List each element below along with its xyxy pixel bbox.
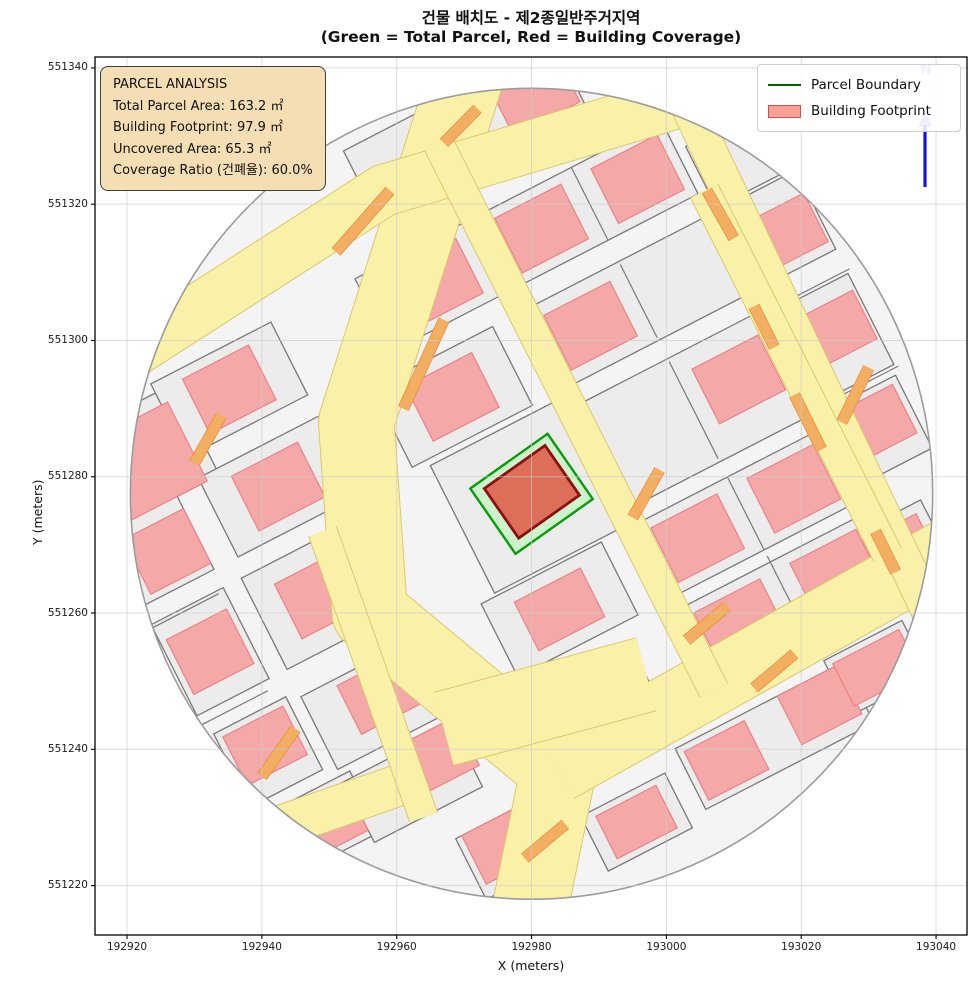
building-footprint-area: Building Footprint: 97.9 ㎡ [113,120,284,135]
sidewalk-strip [398,317,449,411]
y-tick-label: 551340 [47,61,88,74]
building-footprint [542,280,639,371]
sidewalk-strip [683,602,731,645]
building-footprint [590,133,686,225]
building-footprint [488,88,581,137]
legend-label-building-footprint: Building Footprint [811,103,931,119]
legend-row-parcel-boundary: Parcel Boundary [768,72,950,98]
x-tick-label: 192980 [511,941,552,953]
x-axis-label: X (meters) [497,958,565,973]
sidewalk-strip [837,365,874,425]
building-footprint [221,705,309,787]
axes-frame [91,56,968,939]
x-tick-label: 193000 [646,941,687,953]
parcel-analysis-title: PARCEL ANALYSIS [113,77,228,92]
x-tick-label: 192960 [376,941,417,953]
building-footprint [130,401,209,526]
x-tick-label: 193040 [916,941,957,953]
building-footprint [650,493,746,584]
y-tick-label: 551240 [47,742,88,755]
building-footprint [181,344,277,435]
road [425,137,728,698]
x-tick-label: 192940 [241,941,282,953]
y-tick-label: 551260 [47,606,88,619]
parcel-divider-line [726,476,765,551]
sidewalk-strip-edge [803,146,847,201]
sidewalk-strip [440,105,482,147]
building-footprint [683,719,770,802]
parcel-divider-line [668,361,719,460]
road [309,526,438,823]
total-parcel-area: Total Parcel Area: 163.2 ㎡ [113,98,284,114]
legend-row-building-footprint: Building Footprint [768,98,950,124]
sidewalk-strip [750,650,798,692]
legend: Parcel Boundary Building Footprint [757,64,961,132]
building-footprint [776,664,863,746]
y-tick-label: 551280 [47,470,88,483]
sidewalk-strip [870,529,901,575]
sidewalk-strip [803,146,846,201]
x-tick-label: 193020 [781,941,822,953]
x-tick-label: 192920 [106,941,148,953]
chart-title: 건물 배치도 - 제2종일반주거지역 [421,9,641,27]
parcel-divider-line [146,593,219,632]
sidewalk-strip [257,725,300,780]
y-tick-label: 551320 [47,197,88,210]
parcel-boundary-line-swatch [768,84,801,86]
sidewalk-strip [332,187,394,256]
chart-subtitle: (Green = Total Parcel, Red = Building Co… [320,28,742,46]
parcel-analysis-box: PARCEL ANALYSIS Total Parcel Area: 163.2… [100,66,326,191]
uncovered-area: Uncovered Area: 65.3 ㎡ [113,141,272,157]
sidewalk-strip [789,392,827,452]
y-tick-label: 551220 [47,879,88,892]
building-footprint [691,334,787,425]
y-axis-label: Y (meters) [30,479,45,545]
coverage-ratio: Coverage Ratio (건폐율): 60.0% [113,163,313,178]
map-layer [130,88,933,900]
road [690,184,902,562]
road [434,638,656,765]
parcel-divider-line [619,264,658,338]
building-footprint [746,443,842,534]
sidewalk-strip [189,412,226,466]
sidewalk-strip [628,467,665,521]
sidewalk-strip [702,188,739,241]
building-footprint [130,507,212,596]
building-footprint [493,183,590,274]
building-footprint [165,608,255,696]
building-footprint [404,351,501,443]
legend-label-parcel-boundary: Parcel Boundary [811,77,921,93]
building-footprint [594,784,679,860]
building-footprint-patch-swatch [768,104,801,118]
building-footprint [513,567,606,652]
gridlines [95,57,967,935]
y-tick-label: 551300 [47,333,88,346]
parcel-divider-line [195,690,268,729]
